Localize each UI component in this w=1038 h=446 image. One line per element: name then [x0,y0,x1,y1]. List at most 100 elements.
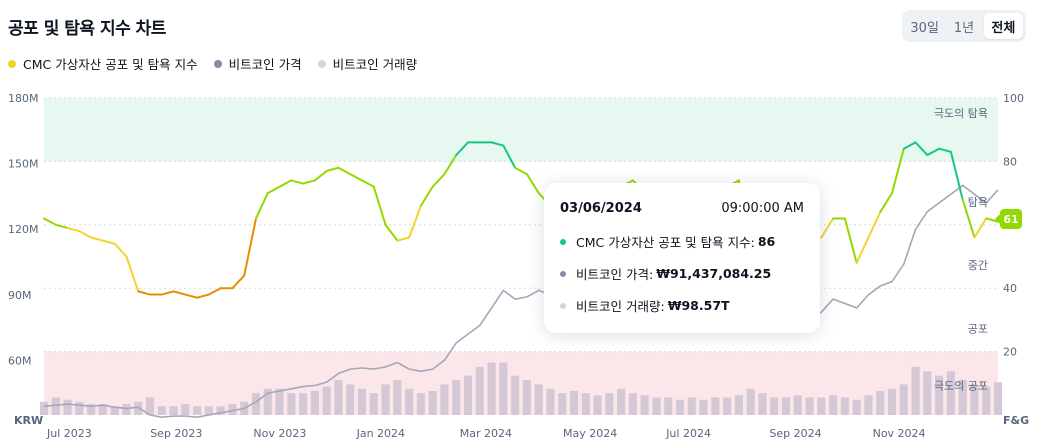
fear-greed-line-segment [255,192,269,220]
fear-greed-line-segment [902,141,917,150]
volume-bar [193,406,202,415]
fear-greed-line-segment [337,166,352,176]
fear-greed-line-segment [514,166,528,176]
volume-bar [829,395,838,415]
volume-bar [840,397,849,415]
volume-bar [558,393,567,415]
legend-item-btc-volume[interactable]: 비트코인 거래량 [317,54,418,73]
fear-greed-line-segment [384,223,399,242]
volume-bar [958,380,967,415]
volume-bar [381,384,390,415]
volume-bar [393,380,402,415]
tooltip-date: 03/06/2024 [560,201,642,216]
volume-bar [617,388,626,415]
zone-band [44,98,998,162]
fear-greed-line-segment [843,217,858,264]
fear-greed-line-segment [78,230,93,239]
volume-bar [864,395,873,415]
zone-label: 중간 [968,259,988,272]
volume-bar [734,395,743,415]
range-30d-button[interactable]: 30일 [910,20,939,36]
x-tick-label: Sep 2024 [769,427,821,440]
volume-bar [63,399,72,415]
volume-bar [993,382,1003,415]
volume-bar [428,390,437,415]
volume-bar [169,406,178,415]
volume-bar [817,397,826,415]
x-tick-label: Nov 2024 [873,427,926,440]
fear-greed-line-segment [525,173,540,195]
legend-label: 비트코인 거래량 [332,57,418,72]
volume-bar [475,366,484,415]
legend-dot-icon [8,59,16,68]
fear-greed-line-segment [54,223,69,229]
volume-bar [852,399,861,415]
volume-bar [310,390,319,415]
volume-bar [569,390,579,415]
volume-bar [581,393,590,415]
fear-greed-line-segment [137,290,151,296]
volume-bar [134,401,143,415]
fear-greed-line-segment [278,179,293,188]
tooltip-row-btc-price: 비트코인 가격: ₩91,437,084.25 [560,264,804,283]
fear-greed-line-segment [973,217,988,239]
volume-bar [228,404,237,415]
tooltip-dot-icon [560,238,566,245]
tooltip-value: 86 [757,234,776,249]
volume-bar [534,384,543,415]
zone-band [44,351,998,415]
x-tick-label: Jul 2024 [665,427,711,440]
fear-greed-line-segment [66,226,81,233]
y-left-tick-label: 120M [8,223,39,236]
fear-greed-line-segment [160,290,175,296]
volume-bar [511,375,520,415]
volume-bar [98,404,107,415]
fear-greed-line-segment [243,217,257,277]
range-1y-button[interactable]: 1년 [953,20,975,36]
legend-item-btc-price[interactable]: 비트코인 가격 [213,54,302,73]
volume-bar [935,375,944,415]
fear-greed-line-segment [867,211,882,239]
fear-greed-line-segment [419,185,434,207]
x-tick-label: Jul 2023 [46,427,92,440]
y-left-tick-label: 60M [8,354,32,367]
volume-bar [911,366,920,415]
volume-bar [522,380,531,415]
fear-greed-line-segment [938,147,952,153]
volume-bar [546,388,555,415]
fear-greed-line-segment [855,236,870,264]
volume-bar [181,404,190,415]
fear-greed-line-segment [302,179,316,185]
time-range-selector: 30일 1년 전체 [902,10,1026,42]
volume-bar [322,386,331,415]
fear-greed-line-segment [349,173,363,182]
fear-greed-line-segment [231,274,246,290]
legend-dot-icon [317,59,326,68]
fear-greed-line-segment [914,141,929,157]
volume-bar [75,401,84,415]
chart-legend: CMC 가상자산 공포 및 탐욕 지수 비트코인 가격 비트코인 거래량 [8,54,417,73]
volume-bar [805,397,814,415]
current-fg-badge: 61 [995,209,1022,229]
fear-greed-line-segment [961,198,976,239]
legend-item-fear-greed[interactable]: CMC 가상자산 공포 및 탐욕 지수 [8,54,198,73]
zone-label: 공포 [968,323,988,336]
zone-label: 극도의 탐욕 [934,107,988,120]
volume-bar [110,406,119,415]
fear-greed-line-segment [431,173,446,188]
fear-greed-line-segment [290,179,305,185]
fear-greed-line-segment [361,179,375,188]
fear-greed-line-segment [172,290,187,296]
fear-greed-line-segment [184,293,199,299]
volume-bar [145,397,155,415]
fear-greed-line-segment [43,217,57,226]
range-all-button[interactable]: 전체 [983,13,1023,39]
legend-label: 비트코인 가격 [228,57,302,72]
volume-bar [416,393,425,415]
volume-bar [452,380,461,415]
volume-bar [405,388,414,415]
y-right-tick-label: 40 [1003,282,1017,295]
tooltip-value: ₩98.57T [667,298,730,313]
btc-price-line [43,184,999,419]
